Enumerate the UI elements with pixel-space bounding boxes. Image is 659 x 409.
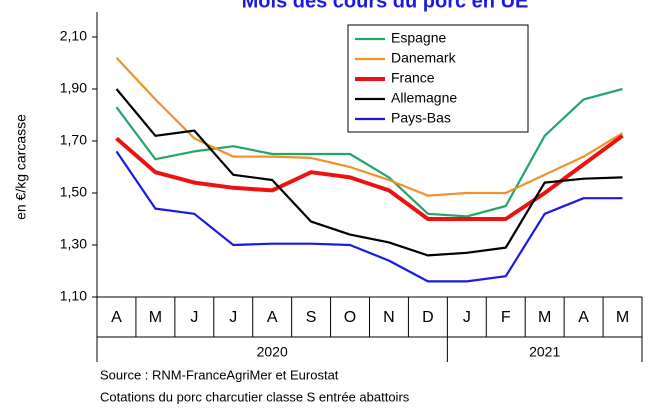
- x-tick-label: D: [422, 309, 434, 326]
- legend-label: Danemark: [391, 50, 457, 66]
- x-tick-label: O: [344, 309, 356, 326]
- y-tick-label: 2,10: [60, 28, 87, 44]
- x-tick-label: M: [149, 309, 162, 326]
- y-tick-label: 1,70: [60, 132, 87, 148]
- series-line: [115, 150, 623, 283]
- source-note: Cotations du porc charcutier classe S en…: [100, 389, 410, 404]
- x-tick-label: S: [306, 309, 317, 326]
- y-tick-label: 1,10: [60, 288, 87, 304]
- y-tick-label: 1,90: [60, 80, 87, 96]
- x-tick-label: A: [267, 309, 278, 326]
- series-line: [115, 88, 623, 257]
- y-tick-label: 1,30: [60, 236, 87, 252]
- year-label: 2021: [529, 344, 560, 360]
- x-tick-label: M: [538, 309, 551, 326]
- x-tick-label: J: [190, 309, 198, 326]
- legend-label: France: [391, 70, 435, 86]
- y-tick-label: 1,50: [60, 184, 87, 200]
- series-line: [115, 87, 623, 218]
- x-tick-label: A: [578, 309, 589, 326]
- series-line: [115, 134, 624, 221]
- legend-label: Espagne: [391, 30, 446, 46]
- x-tick-label: J: [229, 309, 237, 326]
- x-tick-label: M: [616, 309, 629, 326]
- chart-title: Mois des cours du porc en UE: [242, 0, 529, 12]
- legend-label: Allemagne: [391, 90, 457, 106]
- year-label: 2020: [257, 344, 288, 360]
- x-tick-label: J: [463, 309, 471, 326]
- series-line: [115, 57, 624, 197]
- x-tick-label: F: [501, 309, 511, 326]
- legend-label: Pays-Bas: [391, 110, 451, 126]
- x-tick-label: A: [111, 309, 122, 326]
- x-tick-label: N: [383, 309, 395, 326]
- source-note: Source : RNM-FranceAgriMer et Eurostat: [100, 367, 339, 382]
- y-axis-label: en €/kg carcasse: [13, 114, 29, 220]
